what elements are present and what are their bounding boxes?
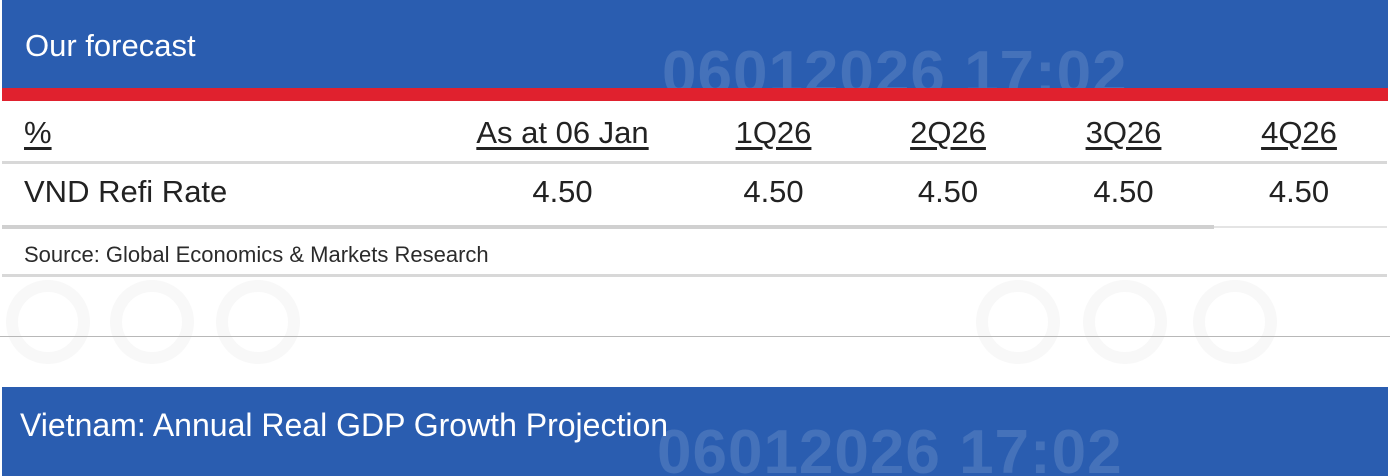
table-cell: 4.50 [532, 174, 593, 209]
table-cell: 4.50 [743, 174, 804, 209]
forecast-header-banner: Our forecast 06012026 17:02 [2, 0, 1388, 88]
row-label: VND Refi Rate [24, 174, 228, 209]
section-divider [0, 336, 1390, 337]
column-header: 3Q26 [1085, 114, 1162, 150]
table-cell: 4.50 [1268, 174, 1330, 209]
forecast-title: Our forecast [25, 28, 196, 63]
row-divider [2, 225, 1214, 229]
timestamp-watermark: 06012026 17:02 [657, 418, 1123, 476]
accent-bar [2, 88, 1388, 101]
column-header: As at 06 Jan [476, 114, 649, 150]
forecast-table: % As at 06 Jan 1Q26 2Q26 3Q26 4Q26 VND R… [2, 104, 1387, 223]
table-cell: 4.50 [917, 174, 979, 209]
source-note: Source: Global Economics & Markets Resea… [24, 242, 489, 267]
table-row: VND Refi Rate 4.50 4.50 4.50 4.50 4.50 [2, 161, 1387, 223]
column-header: 2Q26 [910, 114, 986, 150]
gdp-title: Vietnam: Annual Real GDP Growth Projecti… [20, 407, 669, 443]
unit-header: % [24, 114, 52, 150]
timestamp-watermark: 06012026 17:02 [662, 39, 1128, 88]
table-header-row: % As at 06 Jan 1Q26 2Q26 3Q26 4Q26 [2, 104, 1387, 161]
table-cell: 4.50 [1093, 174, 1154, 209]
row-divider-tail [1214, 226, 1387, 228]
header-divider [2, 161, 1387, 164]
source-divider [2, 274, 1387, 277]
gdp-header-banner: Vietnam: Annual Real GDP Growth Projecti… [2, 387, 1388, 476]
column-header: 4Q26 [1261, 114, 1337, 150]
column-header: 1Q26 [735, 114, 812, 150]
